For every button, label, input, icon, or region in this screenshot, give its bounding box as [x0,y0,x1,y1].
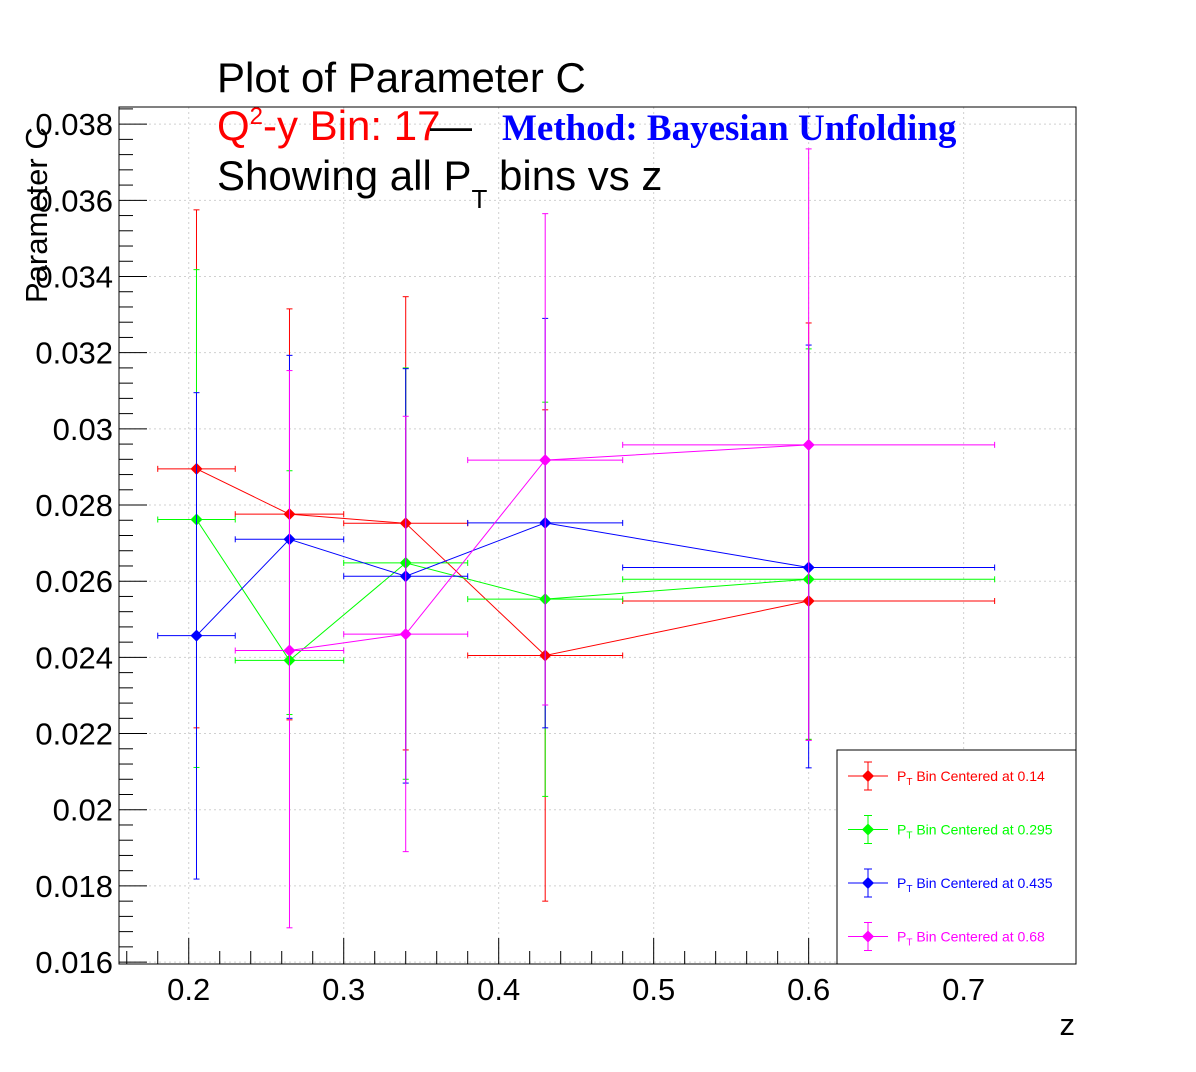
y-tick-label: 0.036 [35,183,113,218]
legend-label: PT Bin Centered at 0.295 [897,822,1053,842]
legend-label-post: Bin Centered at 0.68 [912,929,1045,945]
series-group [234,148,996,929]
bin-label: Q2-y Bin: 17 [217,102,440,149]
data-point [399,628,412,641]
legend-label-sub: T [906,884,912,895]
data-point [190,629,203,642]
y-tick-label: 0.034 [35,259,113,294]
y-tick-label: 0.032 [35,336,113,371]
y-axis-label: Parameter C [19,127,54,303]
y-tick-label: 0.028 [35,488,113,523]
legend-entry: PT Bin Centered at 0.295 [848,815,1053,844]
legend-entry: PT Bin Centered at 0.68 [848,922,1045,951]
y-tick-label: 0.026 [35,564,113,599]
legend-marker [862,770,874,782]
subtitle-pre: Showing all P [217,152,471,199]
legend-marker [862,930,874,943]
data-point [802,438,815,451]
x-tick-label: 0.5 [632,972,675,1007]
x-tick-label: 0.2 [167,972,210,1007]
x-tick-label: 0.4 [477,972,520,1007]
legend-entry: PT Bin Centered at 0.14 [848,761,1045,791]
axes: 0.2 0.3 0.4 0.5 0.6 0.7 0.016 0.018 0.02 0.022 0.0… [35,106,1077,1007]
x-tick-label: 0.3 [322,972,365,1007]
y-tick-label: 0.016 [35,945,113,980]
data-series [157,148,996,929]
legend-label: PT Bin Centered at 0.435 [897,875,1053,895]
subtitle: Showing all PT bins vs z [217,152,662,214]
legend-label-post: Bin Centered at 0.14 [912,768,1045,784]
legend-label: PT Bin Centered at 0.14 [897,768,1045,788]
legend-label: PT Bin Centered at 0.68 [897,929,1045,949]
legend-label-sub: T [906,938,912,949]
legend-label-pre: P [897,768,906,784]
data-point [539,454,552,467]
y-tick-label: 0.02 [53,793,113,828]
legend-label-pre: P [897,929,906,945]
method-label: Method: Bayesian Unfolding [502,108,957,149]
subtitle-post: bins vs z [487,152,662,199]
x-tick-label: 0.6 [787,972,830,1007]
bin-label-q: Q [217,102,250,149]
legend-marker [862,877,874,889]
y-tick-label: 0.018 [35,869,113,904]
data-point [283,644,296,657]
legend-label-sub: T [906,777,912,788]
title-dash: — [430,102,472,149]
legend-entry: PT Bin Centered at 0.435 [848,868,1053,898]
legend-marker [862,823,874,836]
subtitle-sub: T [471,184,487,214]
legend-label-sub: T [906,831,912,842]
legend-label-post: Bin Centered at 0.295 [912,822,1052,838]
series-line [289,444,809,652]
legend-label-post: Bin Centered at 0.435 [912,875,1052,891]
legend-box [836,749,1077,965]
y-tick-label: 0.024 [35,640,113,675]
chart-title: Plot of Parameter C [217,54,586,101]
y-tick-label: 0.022 [35,717,113,752]
bin-label-sup: 2 [250,103,263,130]
x-tick-label: 0.7 [942,972,985,1007]
y-tick-label: 0.038 [35,107,113,142]
legend-label-pre: P [897,875,906,891]
y-tick-label: 0.03 [53,412,113,447]
x-axis-label: z [1060,1007,1076,1042]
legend-label-pre: P [897,822,906,838]
bin-label-rest: -y Bin: 17 [263,102,440,149]
